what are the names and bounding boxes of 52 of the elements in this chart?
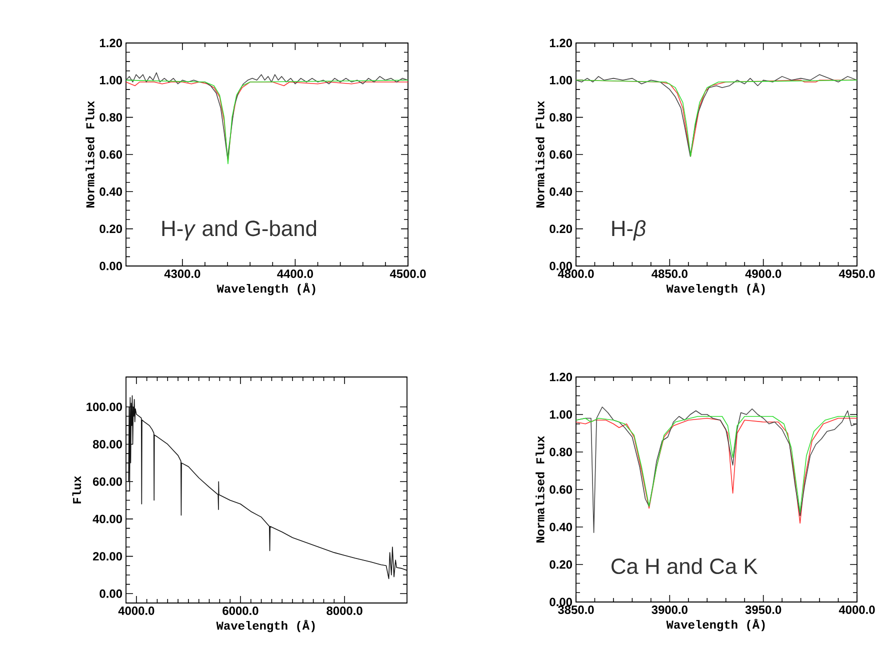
y-tick-label: 0.80 [550, 113, 572, 122]
y-tick-label: 0.00 [100, 262, 122, 270]
x-axis-title: Wavelength (Å) [216, 620, 315, 632]
x-tick-label: 4500.0 [390, 270, 426, 278]
x-tick-label: 3900.0 [652, 606, 688, 614]
y-tick-label: 0.20 [550, 560, 572, 569]
y-tick-label: 20.00 [92, 552, 122, 561]
x-tick-label: 4900.0 [745, 270, 782, 278]
y-tick-label: 1.20 [550, 372, 572, 382]
y-axis-title: Flux [72, 476, 82, 504]
y-axis-title: Normalised Flux [536, 101, 544, 208]
y-tick-label: 0.40 [550, 187, 572, 196]
x-tick-label: 4950.0 [838, 270, 875, 278]
y-tick-label: 1.00 [550, 410, 572, 419]
y-tick-label: 80.00 [92, 440, 122, 448]
x-tick-label: 3850.0 [558, 606, 594, 614]
x-tick-label: 8000.0 [326, 606, 362, 615]
y-tick-label: 0.60 [100, 150, 122, 159]
x-tick-label: 4000.0 [118, 606, 154, 615]
annotation: Ca H and Ca K [612, 558, 758, 574]
y-tick-label: 0.00 [100, 589, 122, 598]
x-axis-title: Wavelength (Å) [216, 282, 316, 296]
y-tick-label: 0.20 [550, 224, 572, 234]
x-tick-label: 3950.0 [745, 606, 782, 614]
y-tick-label: 0.40 [100, 187, 122, 196]
annotation: H-β [612, 220, 646, 241]
x-tick-label: 4300.0 [164, 270, 200, 278]
y-tick-label: 0.80 [100, 113, 122, 122]
y-tick-label: 60.00 [93, 477, 122, 486]
y-tick-label: 1.20 [100, 38, 122, 48]
y-axis-title: Normalised Flux [536, 436, 544, 543]
y-tick-label: 1.00 [100, 76, 122, 84]
annotation: H-γ and G-band [162, 220, 316, 241]
y-tick-label: 0.80 [550, 448, 572, 456]
y-tick-label: 0.20 [100, 224, 122, 234]
x-tick-label: 4850.0 [652, 270, 688, 278]
y-axis-title: Normalised Flux [86, 101, 94, 208]
y-tick-label: 100.00 [86, 402, 122, 412]
y-tick-label: 40.00 [92, 514, 122, 524]
x-tick-label: 4000.0 [838, 606, 875, 614]
x-tick-label: 6000.0 [222, 606, 258, 615]
x-tick-label: 4400.0 [277, 270, 313, 278]
y-tick-label: 0.40 [550, 522, 572, 532]
y-tick-label: 1.00 [550, 76, 572, 84]
x-axis-title: Wavelength (Å) [666, 282, 765, 296]
x-axis-title: Wavelength (Å) [666, 618, 765, 632]
y-tick-label: 1.20 [550, 38, 572, 48]
y-tick-label: 0.60 [550, 485, 572, 494]
y-tick-label: 0.60 [550, 150, 572, 159]
y-tick-label: 0.00 [550, 598, 572, 606]
x-tick-label: 4800.0 [558, 270, 594, 278]
y-tick-label: 0.00 [550, 262, 572, 270]
